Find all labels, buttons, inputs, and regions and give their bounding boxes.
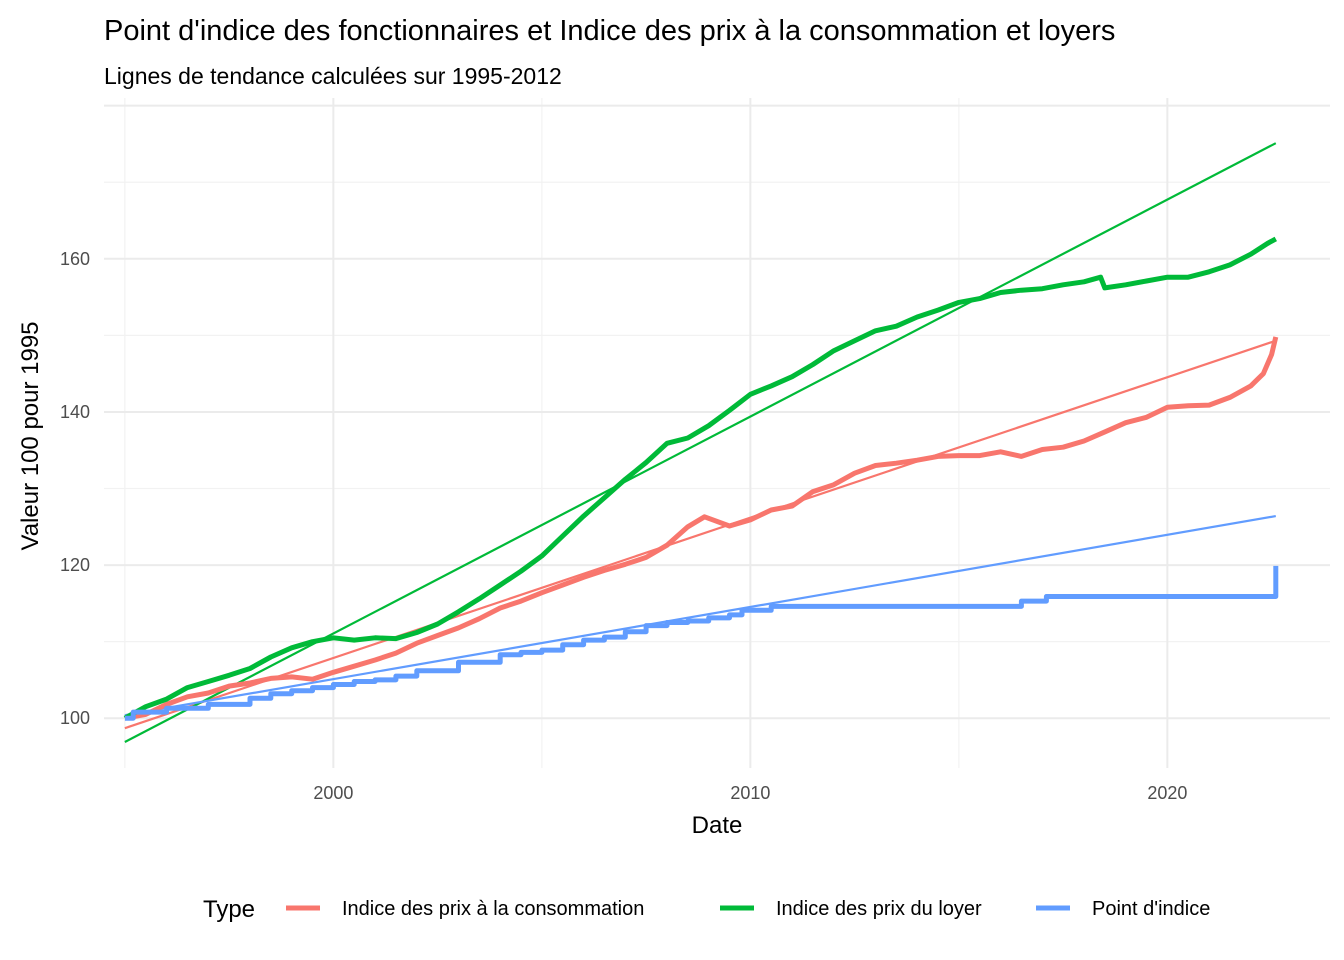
y-tick-label: 100 (60, 708, 90, 728)
chart-title: Point d'indice des fonctionnaires et Ind… (104, 15, 1115, 47)
x-axis-label: Date (692, 812, 743, 839)
grid (104, 98, 1330, 768)
legend-label: Indice des prix du loyer (776, 898, 982, 920)
legend-label: Indice des prix à la consommation (342, 898, 644, 920)
series-line-point-d-indice (124, 565, 1279, 721)
legend: Type Indice des prix à la consommation In… (203, 896, 1210, 923)
series-line-indice-des-prix-a-la-consommation (124, 336, 1279, 721)
y-axis-label: Valeur 100 pour 1995 (17, 321, 44, 550)
x-tick-label: 2000 (313, 783, 353, 803)
series-lines (123, 236, 1279, 721)
legend-title: Type (203, 896, 255, 923)
trend-line-point-d-indice (124, 514, 1276, 717)
y-tick-label: 160 (60, 249, 90, 269)
trend-lines (124, 142, 1277, 743)
x-axis-ticks: 2000 2010 2020 (313, 783, 1187, 803)
legend-label: Point d'indice (1092, 898, 1210, 920)
x-tick-label: 2020 (1147, 783, 1187, 803)
y-axis-ticks: 100 120 140 160 (60, 249, 90, 728)
y-tick-label: 140 (60, 402, 90, 422)
legend-items: Indice des prix à la consommation Indice … (286, 898, 1210, 920)
x-tick-label: 2010 (730, 783, 770, 803)
trend-line-indice-des-prix-a-la-consommation (124, 339, 1277, 730)
legend-item: Indice des prix à la consommation (286, 898, 644, 920)
y-tick-label: 120 (60, 555, 90, 575)
trend-line-indice-des-prix-du-loyer (124, 142, 1277, 743)
chart-subtitle: Lignes de tendance calculées sur 1995-20… (104, 63, 562, 89)
legend-item: Point d'indice (1036, 898, 1210, 920)
legend-item: Indice des prix du loyer (720, 898, 982, 920)
series-line-indice-des-prix-du-loyer (123, 236, 1278, 721)
